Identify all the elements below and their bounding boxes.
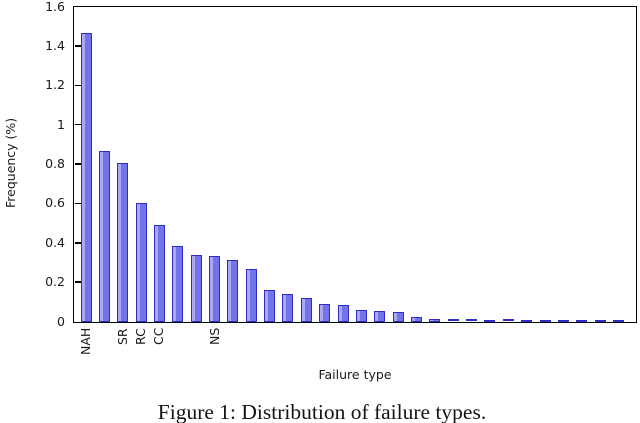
bar	[576, 319, 588, 322]
bar	[153, 225, 165, 322]
bar	[300, 297, 312, 322]
bar	[392, 311, 404, 322]
y-tick-label: 0	[57, 313, 65, 329]
y-tick-label: 0.6	[45, 195, 65, 211]
y-tick-mark	[74, 123, 82, 126]
y-tick-mark	[74, 202, 82, 205]
figure-caption: Figure 1: Distribution of failure types.	[157, 400, 487, 423]
plot-area	[73, 6, 637, 323]
bar	[594, 320, 606, 322]
bar	[319, 303, 331, 322]
y-tick-mark	[74, 84, 82, 86]
bar	[466, 319, 478, 322]
y-tick-mark	[74, 163, 82, 165]
bar	[209, 255, 221, 322]
bar	[502, 319, 514, 322]
bar	[429, 318, 441, 322]
y-tick-label: 1.2	[45, 77, 65, 93]
bar	[227, 260, 239, 322]
bar	[264, 290, 276, 322]
bar	[80, 33, 92, 322]
y-tick-mark	[74, 45, 82, 47]
x-axis-title: Failure type	[318, 367, 392, 382]
bar	[410, 316, 422, 322]
bar	[521, 319, 533, 322]
bar	[539, 319, 551, 322]
y-tick-mark	[74, 242, 82, 244]
bar	[337, 304, 349, 322]
bar	[447, 318, 459, 322]
bar	[135, 203, 147, 322]
y-tick-label: 0.8	[45, 156, 65, 171]
bar	[282, 293, 294, 322]
bar	[190, 254, 202, 322]
y-tick-label: 0.4	[45, 234, 65, 250]
x-tick-label: NS	[206, 327, 222, 345]
x-tick-label: SR	[114, 328, 130, 345]
y-tick-label: 1	[57, 116, 65, 132]
y-tick-label: 0.2	[45, 274, 65, 290]
bar	[98, 151, 110, 322]
y-tick-label: 1.6	[45, 0, 65, 14]
bar	[612, 319, 624, 322]
y-axis-title: Frequency (%)	[3, 117, 18, 208]
bar	[557, 319, 569, 322]
x-tick-label: NAH	[78, 327, 93, 355]
x-tick-label: CC	[151, 327, 167, 345]
bar	[117, 163, 129, 322]
y-tick-label: 1.4	[45, 37, 65, 53]
y-tick-mark	[74, 281, 82, 283]
bar	[245, 269, 257, 322]
bar	[172, 245, 184, 322]
bar	[355, 309, 367, 322]
x-tick-label: RC	[133, 328, 149, 345]
bar	[374, 310, 386, 322]
bar	[484, 319, 496, 322]
